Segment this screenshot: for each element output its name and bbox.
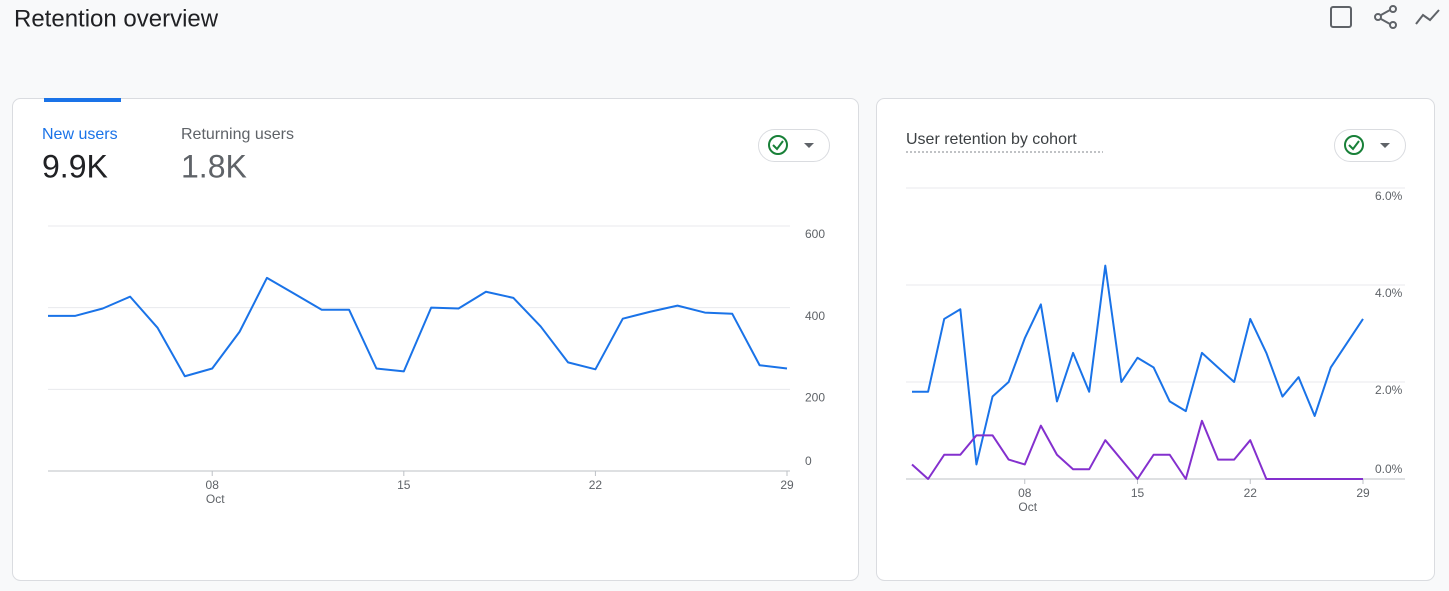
y-tick-label: 0 xyxy=(805,454,812,468)
toolbar xyxy=(1330,5,1440,29)
insights-icon[interactable] xyxy=(1415,9,1440,25)
card xyxy=(876,98,1435,581)
line xyxy=(48,276,788,378)
x-tick-month: Oct xyxy=(1018,500,1037,514)
x-tick-label: 08 xyxy=(1018,486,1032,500)
x-tick-label: 22 xyxy=(589,478,603,492)
x-tick-label: 29 xyxy=(1356,486,1370,500)
x-tick-month: Oct xyxy=(206,492,225,506)
y-tick-label: 2.0% xyxy=(1375,383,1403,397)
x-tick-label: 08 xyxy=(206,478,220,492)
x-tick-label: 29 xyxy=(780,478,794,492)
metric-value: 9.9K xyxy=(42,148,108,184)
y-tick-label: 6.0% xyxy=(1375,189,1403,203)
share-icon[interactable] xyxy=(1374,5,1397,29)
status-button[interactable] xyxy=(1334,129,1406,162)
page-title: Retention overview xyxy=(14,5,219,32)
x-tick-label: 22 xyxy=(1244,486,1258,500)
line xyxy=(911,419,1363,480)
y-tick-label: 400 xyxy=(805,309,825,323)
y-tick-label: 200 xyxy=(805,391,825,405)
y-tick-label: 4.0% xyxy=(1375,286,1403,300)
metric-value: 1.8K xyxy=(181,148,247,184)
y-tick-label: 600 xyxy=(805,227,825,241)
x-tick-label: 15 xyxy=(1131,486,1145,500)
line xyxy=(912,264,1364,466)
metric-label[interactable]: New users xyxy=(42,126,118,143)
card-title: User retention by cohort xyxy=(906,131,1077,148)
status-button[interactable] xyxy=(758,129,830,162)
y-tick-label: 0.0% xyxy=(1375,462,1403,476)
metric-label[interactable]: Returning users xyxy=(181,126,294,143)
card xyxy=(12,98,859,581)
tab-indicator xyxy=(44,98,121,102)
customize-icon[interactable] xyxy=(1330,6,1352,28)
x-tick-label: 15 xyxy=(397,478,411,492)
